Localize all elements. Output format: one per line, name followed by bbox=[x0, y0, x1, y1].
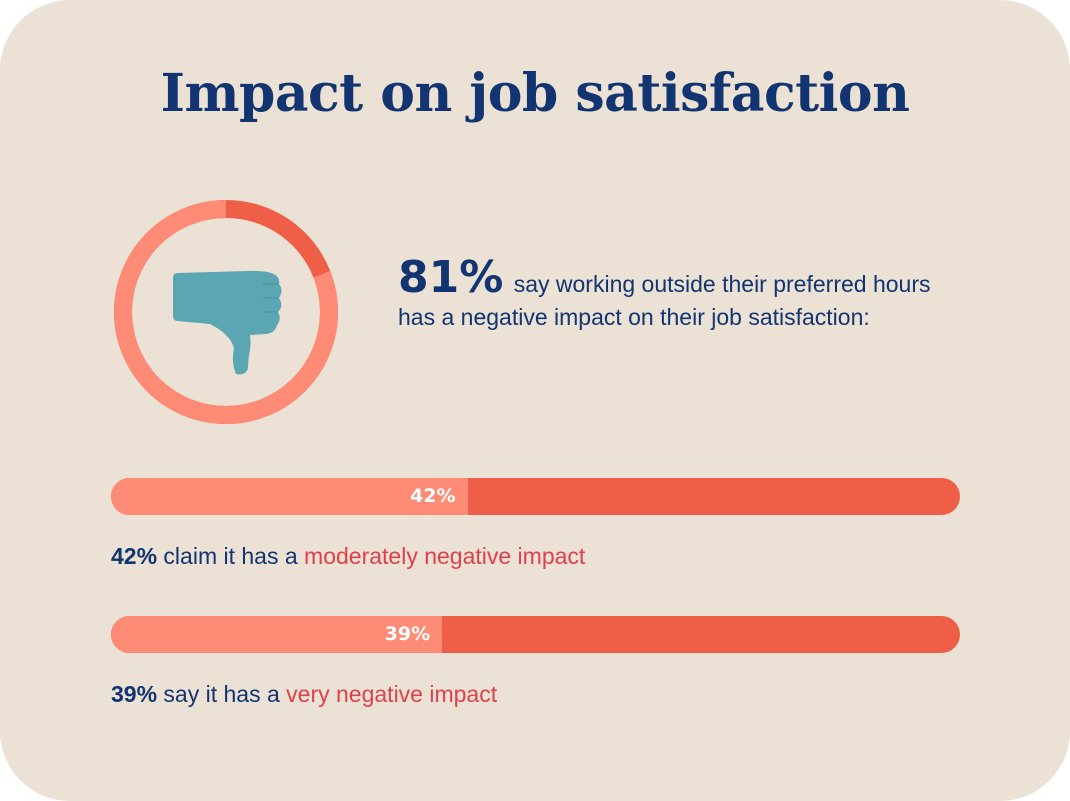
caption-very-negative: 39% say it has a very negative impact bbox=[111, 679, 497, 709]
caption-moderately-negative: 42% claim it has a moderately negative i… bbox=[111, 541, 585, 571]
caption-highlight: very negative impact bbox=[286, 681, 498, 707]
bar-value-label: 42% bbox=[410, 485, 456, 507]
caption-percentage: 39% bbox=[111, 681, 158, 707]
caption-text: claim it has a bbox=[157, 543, 305, 569]
caption-text: say it has a bbox=[157, 681, 287, 707]
bar-value-label: 39% bbox=[384, 623, 431, 645]
caption-percentage: 42% bbox=[111, 543, 158, 569]
page-title: Impact on job satisfaction bbox=[160, 63, 910, 124]
donut-arc-negative bbox=[114, 200, 338, 424]
donut-chart bbox=[114, 200, 338, 424]
bar-very-negative: 39% bbox=[111, 616, 960, 653]
thumbs-down-icon bbox=[173, 270, 282, 375]
bar-fill-moderately-negative bbox=[111, 478, 468, 515]
headline-text: say working outside their preferred hour… bbox=[398, 271, 931, 330]
bar-moderately-negative: 42% bbox=[111, 478, 960, 515]
headline-statement: 81% say working outside their preferred … bbox=[398, 256, 958, 334]
bar-fill-very-negative bbox=[111, 616, 443, 653]
caption-highlight: moderately negative impact bbox=[304, 543, 586, 569]
headline-percentage: 81% bbox=[398, 252, 504, 303]
